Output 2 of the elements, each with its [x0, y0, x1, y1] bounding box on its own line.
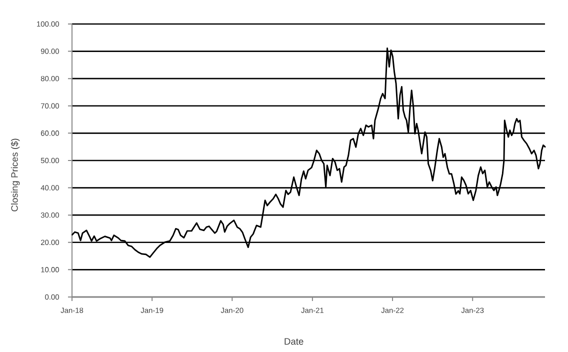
y-axis-title: Closing Prices ($)	[10, 138, 20, 212]
x-axis-title: Date	[284, 338, 304, 345]
